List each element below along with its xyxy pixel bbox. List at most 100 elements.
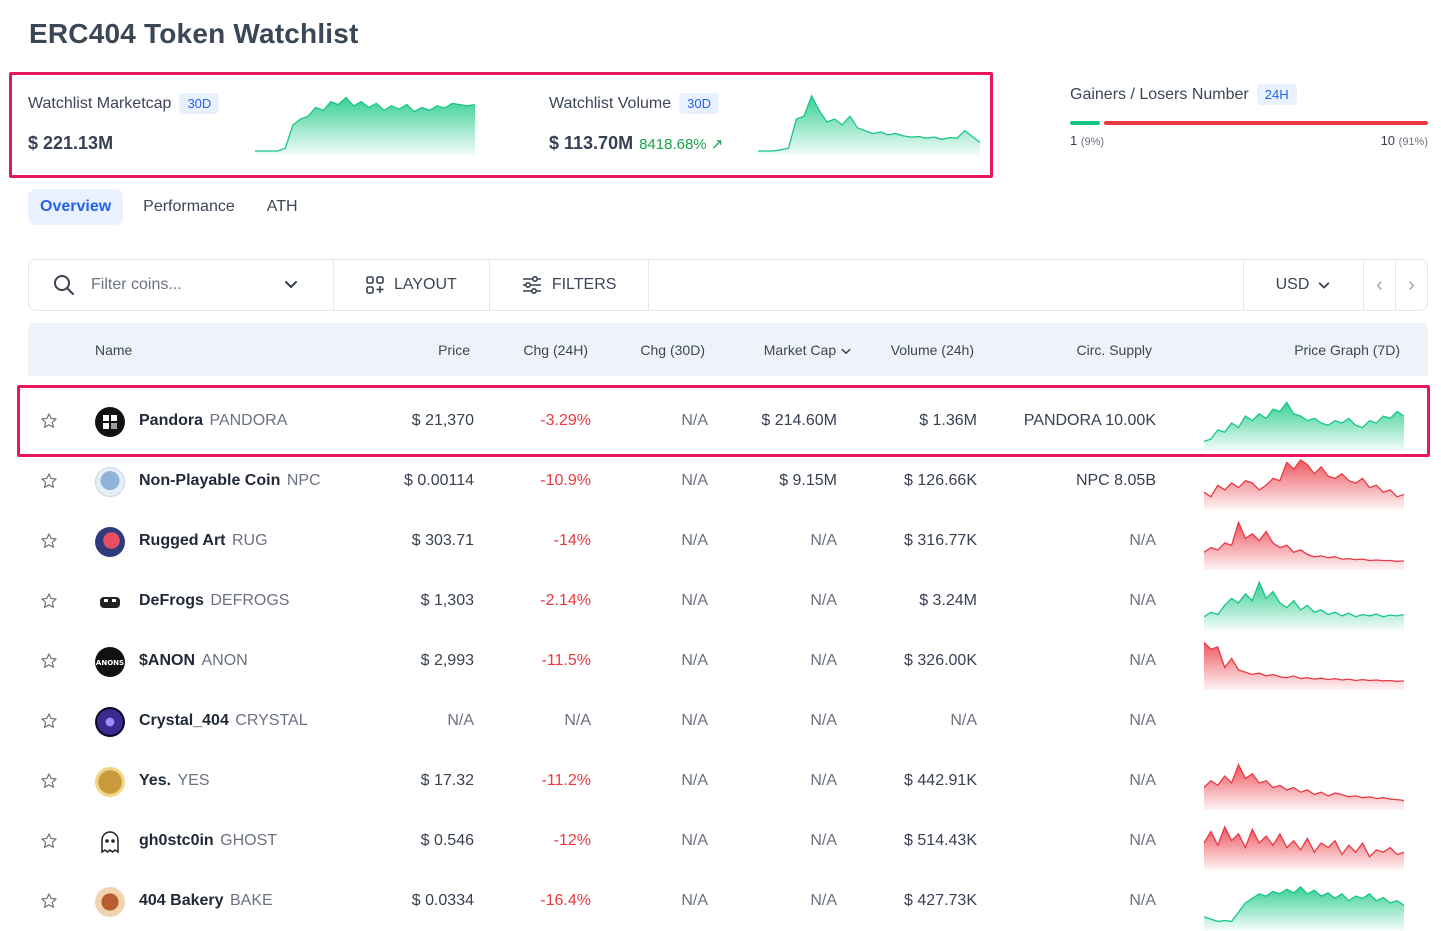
table-row[interactable]: Crystal_404 CRYSTAL N/A N/A N/A N/A N/A … xyxy=(28,692,1428,752)
table-row[interactable]: 404 Bakery BAKE $ 0.0334 -16.4% N/A N/A … xyxy=(28,872,1428,931)
star-icon[interactable] xyxy=(40,532,58,550)
scroll-right-button[interactable]: › xyxy=(1395,260,1427,310)
losers-count-group: 10 (91%) xyxy=(1381,133,1428,148)
filters-button[interactable]: FILTERS xyxy=(490,260,650,310)
coin-name[interactable]: Crystal_404 CRYSTAL xyxy=(139,712,308,730)
page-title: ERC404 Token Watchlist xyxy=(29,18,359,49)
sparkline-area xyxy=(1204,764,1404,810)
sparkline-area xyxy=(255,97,475,155)
sparkline-line xyxy=(1204,401,1404,443)
table-row[interactable]: ANONS $ANON ANON $ 2,993 -11.5% N/A N/A … xyxy=(28,632,1428,692)
currency-select[interactable]: USD xyxy=(1243,260,1363,310)
price-graph-7d xyxy=(1204,825,1404,870)
star-icon[interactable] xyxy=(40,712,58,730)
gainers-count: 1 xyxy=(1070,133,1078,148)
tab-overview[interactable]: Overview xyxy=(28,189,124,225)
scroll-left-button[interactable]: ‹ xyxy=(1364,260,1395,310)
volume-period-badge[interactable]: 30D xyxy=(679,93,719,114)
gainers-losers-panel: Gainers / Losers Number 24H 1 (9%) 10 (91… xyxy=(1070,84,1428,148)
header-chg-30d[interactable]: Chg (30D) xyxy=(640,342,705,358)
table-row[interactable]: Rugged Art RUG $ 303.71 -14% N/A N/A $ 3… xyxy=(28,512,1428,572)
coin-name-label: Rugged Art xyxy=(139,532,226,549)
chg-24h-cell: -11.2% xyxy=(541,772,591,789)
filters-label: FILTERS xyxy=(551,276,617,293)
filter-coins-input[interactable] xyxy=(91,276,271,294)
coin-name[interactable]: Rugged Art RUG xyxy=(139,532,268,550)
star-icon[interactable] xyxy=(40,832,58,850)
coin-name[interactable]: Non-Playable Coin NPC xyxy=(139,472,321,490)
header-chg-24h[interactable]: Chg (24H) xyxy=(523,342,588,358)
chg-24h-cell: -2.14% xyxy=(540,592,591,609)
coin-name[interactable]: DeFrogs DEFROGS xyxy=(139,592,289,610)
tab-performance[interactable]: Performance xyxy=(143,198,235,215)
gainers-losers-counts: 1 (9%) 10 (91%) xyxy=(1070,133,1428,148)
header-name[interactable]: Name xyxy=(95,342,133,358)
column-scroll-nav: ‹ › xyxy=(1363,260,1427,310)
circ-supply-cell: N/A xyxy=(1129,592,1156,609)
price-graph-7d xyxy=(1204,762,1404,810)
coin-name[interactable]: 404 Bakery BAKE xyxy=(139,892,273,910)
header-volume[interactable]: Volume (24h) xyxy=(890,342,974,358)
toolbar-spacer xyxy=(649,260,1243,310)
sparkline-area xyxy=(1204,460,1404,510)
coin-name[interactable]: gh0stc0in GHOST xyxy=(139,832,277,850)
gainers-losers-period-badge[interactable]: 24H xyxy=(1256,84,1297,105)
coin-name[interactable]: $ANON ANON xyxy=(139,652,248,670)
star-icon[interactable] xyxy=(40,652,58,670)
chg-30d-cell: N/A xyxy=(681,592,708,609)
sparkline-line xyxy=(1204,459,1404,498)
table-row[interactable]: Pandora PANDORA $ 21,370 -3.29% N/A $ 21… xyxy=(28,392,1428,452)
star-icon[interactable] xyxy=(40,592,58,610)
marketcap-period-badge[interactable]: 30D xyxy=(179,93,220,114)
header-price[interactable]: Price xyxy=(438,342,470,358)
header-price-graph[interactable]: Price Graph (7D) xyxy=(1294,342,1400,358)
circ-supply-cell: PANDORA 10.00K xyxy=(1023,412,1156,429)
coin-name[interactable]: Yes. YES xyxy=(139,772,210,790)
star-icon[interactable] xyxy=(40,472,58,490)
table-row[interactable]: Yes. YES $ 17.32 -11.2% N/A N/A $ 442.91… xyxy=(28,752,1428,812)
layout-button[interactable]: LAYOUT xyxy=(334,260,490,310)
star-icon[interactable] xyxy=(40,772,58,790)
losers-count: 10 xyxy=(1380,133,1396,148)
search-icon xyxy=(54,275,74,295)
sparkline-line xyxy=(1204,886,1404,923)
volume-cell: $ 3.24M xyxy=(919,592,977,609)
circ-supply-cell: N/A xyxy=(1129,712,1156,729)
chg-24h-cell: -10.9% xyxy=(540,472,591,489)
star-icon[interactable] xyxy=(40,892,58,910)
price-graph-7d xyxy=(1204,401,1404,450)
coin-symbol: PANDORA xyxy=(209,412,288,429)
circ-supply-cell: N/A xyxy=(1129,832,1156,849)
price-graph-7d xyxy=(1204,580,1404,630)
sparkline-line xyxy=(1204,825,1404,858)
table-row[interactable]: Non-Playable Coin NPC $ 0.00114 -10.9% N… xyxy=(28,452,1428,512)
volume-change: 8418.68% ↗ xyxy=(639,136,724,153)
coin-name[interactable]: Pandora PANDORA xyxy=(139,412,287,430)
sparkline-area xyxy=(1204,402,1404,450)
volume-cell: $ 442.91K xyxy=(904,772,977,789)
chg-30d-cell: N/A xyxy=(681,532,708,549)
chevron-right-icon: › xyxy=(1408,273,1415,296)
price-graph-7d xyxy=(1204,641,1404,690)
crystal-logo xyxy=(95,707,125,737)
volume-cell: $ 514.43K xyxy=(904,832,977,849)
chg-30d-cell: N/A xyxy=(681,412,708,429)
star-icon[interactable] xyxy=(40,412,58,430)
header-circ-supply[interactable]: Circ. Supply xyxy=(1076,342,1152,358)
chevron-left-icon: ‹ xyxy=(1376,273,1383,296)
table-row[interactable]: DeFrogs DEFROGS $ 1,303 -2.14% N/A N/A $… xyxy=(28,572,1428,632)
yes-logo xyxy=(95,767,125,797)
watchlist-summary: Watchlist Marketcap 30D $ 221.13M Watchli… xyxy=(9,72,993,178)
chg-24h-cell: N/A xyxy=(564,712,591,729)
table-row[interactable]: gh0stc0in GHOST $ 0.546 -12% N/A N/A $ 5… xyxy=(28,812,1428,872)
volume-value-row: $ 113.70M 8418.68% ↗ xyxy=(549,133,723,154)
chg-24h-cell: -16.4% xyxy=(540,892,591,909)
header-market-cap[interactable]: Market Cap xyxy=(764,342,852,358)
npc-logo xyxy=(95,467,125,497)
currency-label: USD xyxy=(1275,276,1310,293)
chevron-down-icon[interactable] xyxy=(283,276,299,292)
marketcap-sparkline xyxy=(255,96,475,155)
tab-ath[interactable]: ATH xyxy=(266,198,298,215)
circ-supply-cell: N/A xyxy=(1129,892,1156,909)
filters-icon xyxy=(522,276,541,294)
